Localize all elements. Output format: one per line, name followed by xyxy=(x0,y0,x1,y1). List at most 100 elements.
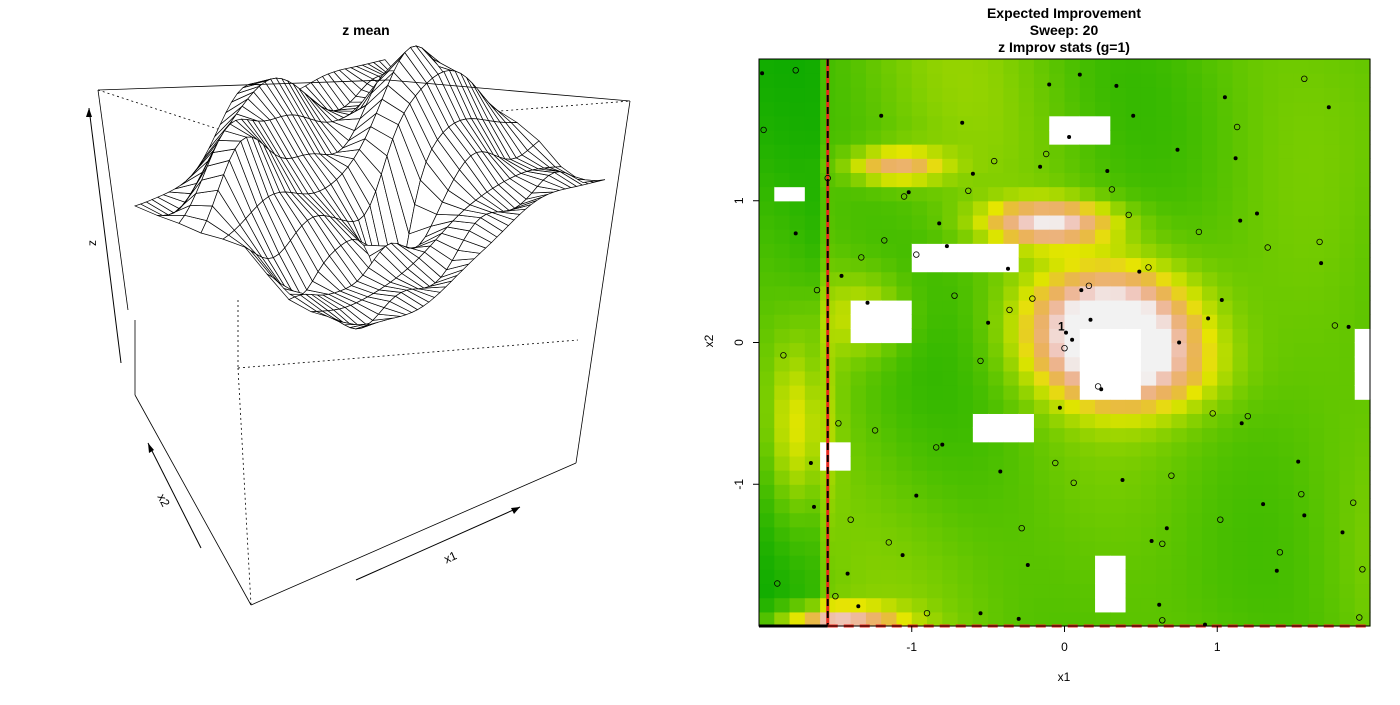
heatmap-cell xyxy=(927,611,943,627)
heatmap-cell xyxy=(1263,87,1279,103)
heatmap-cell xyxy=(1247,611,1264,627)
heatmap-cell xyxy=(1339,441,1356,457)
heatmap-cell xyxy=(1049,101,1066,117)
heatmap-cell xyxy=(1064,385,1081,400)
heatmap-cell xyxy=(1079,257,1096,273)
heatmap-cell xyxy=(835,101,852,117)
heatmap-cell xyxy=(1263,498,1279,514)
heatmap-cell xyxy=(789,569,806,585)
heatmap-cell xyxy=(1247,314,1264,329)
data-point-filled xyxy=(1319,261,1324,266)
heatmap-cell xyxy=(1095,342,1111,358)
heatmap-cell xyxy=(1110,229,1127,244)
heatmap-cell xyxy=(1293,470,1310,485)
heatmap-cell xyxy=(1003,356,1020,372)
heatmap-cell xyxy=(1247,370,1264,386)
heatmap-cell xyxy=(1324,200,1341,216)
heatmap-cell xyxy=(1095,555,1111,570)
heatmap-cell xyxy=(1003,129,1020,145)
heatmap-cell xyxy=(1354,73,1371,88)
heatmap-cell xyxy=(1033,583,1050,599)
heatmap-cell xyxy=(789,87,806,103)
heatmap-cell xyxy=(1339,186,1356,202)
data-point-open xyxy=(951,292,958,299)
heatmap-cell xyxy=(1049,243,1066,259)
heatmap-cell xyxy=(957,158,974,173)
heatmap-cell xyxy=(1018,583,1035,599)
heatmap-cell xyxy=(896,526,913,542)
heatmap-cell xyxy=(1201,87,1218,103)
heatmap-cell xyxy=(957,115,974,131)
heatmap-cell xyxy=(1140,172,1157,188)
heatmap-cell xyxy=(1263,59,1279,74)
heatmap-cell xyxy=(1217,59,1234,74)
heatmap-cell xyxy=(911,271,928,287)
heatmap-cell xyxy=(988,73,1004,88)
heatmap-cell xyxy=(1125,526,1142,542)
heatmap-cell xyxy=(1247,455,1264,471)
heatmap-cell xyxy=(1064,214,1081,230)
heatmap-cell xyxy=(1003,555,1020,570)
heatmap-cell xyxy=(1354,498,1371,514)
heatmap-cell xyxy=(957,172,974,188)
heatmap-cell xyxy=(896,115,913,131)
heatmap-cell xyxy=(1033,229,1050,244)
heatmap-cell xyxy=(865,158,882,173)
heatmap-cell xyxy=(1033,399,1050,414)
heatmap-cell xyxy=(881,540,898,556)
heatmap-cell xyxy=(865,200,882,216)
surface-plot-title: z mean xyxy=(342,22,389,38)
heatmap-cell xyxy=(1247,484,1264,500)
heatmap-cell xyxy=(1156,569,1173,585)
heatmap-cell xyxy=(789,441,806,457)
heatmap-cell xyxy=(1156,370,1173,386)
heatmap-cell xyxy=(1217,583,1234,599)
heatmap-cell xyxy=(1201,540,1218,556)
heatmap-cell xyxy=(1232,498,1249,514)
heatmap-cell xyxy=(789,512,806,528)
heatmap-cell xyxy=(1324,385,1341,400)
heatmap-cell xyxy=(1339,59,1356,74)
heatmap-cell xyxy=(927,257,943,273)
heatmap-cell xyxy=(1308,611,1325,627)
heatmap-cell xyxy=(1278,611,1295,627)
heatmap-cell xyxy=(850,158,867,173)
heatmap-cell xyxy=(1064,498,1081,514)
heatmap-cell xyxy=(1293,611,1310,627)
heatmap-cell xyxy=(1186,385,1203,400)
heatmap-cell xyxy=(804,73,821,88)
heatmap-cell xyxy=(774,257,791,273)
heatmap-cell xyxy=(1079,87,1096,103)
heatmap-cell xyxy=(1217,214,1234,230)
heatmap-cell xyxy=(988,299,1004,315)
heatmap-cell xyxy=(1049,540,1066,556)
heatmap-cell xyxy=(1171,200,1188,216)
heatmap-cell xyxy=(1079,370,1096,386)
data-point-filled xyxy=(1006,266,1010,271)
heatmap-cell xyxy=(789,356,806,372)
heatmap-cell xyxy=(1110,540,1127,556)
point-label: 1 xyxy=(1058,320,1065,334)
heatmap-cell xyxy=(1354,115,1371,131)
heatmap-cell xyxy=(881,285,898,301)
heatmap-cell xyxy=(1232,512,1249,528)
heatmap-cell xyxy=(1232,129,1249,145)
data-point-open xyxy=(1052,459,1059,467)
heatmap-cell xyxy=(1339,512,1356,528)
heatmap-cell xyxy=(896,299,913,315)
heatmap-cell xyxy=(1339,342,1356,358)
heatmap-cell xyxy=(1049,470,1066,485)
heatmap-cell xyxy=(1018,526,1035,542)
heatmap-cell xyxy=(865,243,882,259)
heatmap-cell xyxy=(1003,597,1020,613)
heatmap-cell xyxy=(1095,540,1111,556)
heatmap-cell xyxy=(1232,385,1249,400)
heatmap-cell xyxy=(1064,583,1081,599)
heatmap-cell xyxy=(1003,285,1020,301)
heatmap-cell xyxy=(789,129,806,145)
heatmap-cell xyxy=(1140,484,1157,500)
heatmap-cell xyxy=(927,144,943,159)
heatmap-cell xyxy=(1140,285,1157,301)
heatmap-cell xyxy=(850,569,867,585)
heatmap-cell xyxy=(1263,299,1279,315)
